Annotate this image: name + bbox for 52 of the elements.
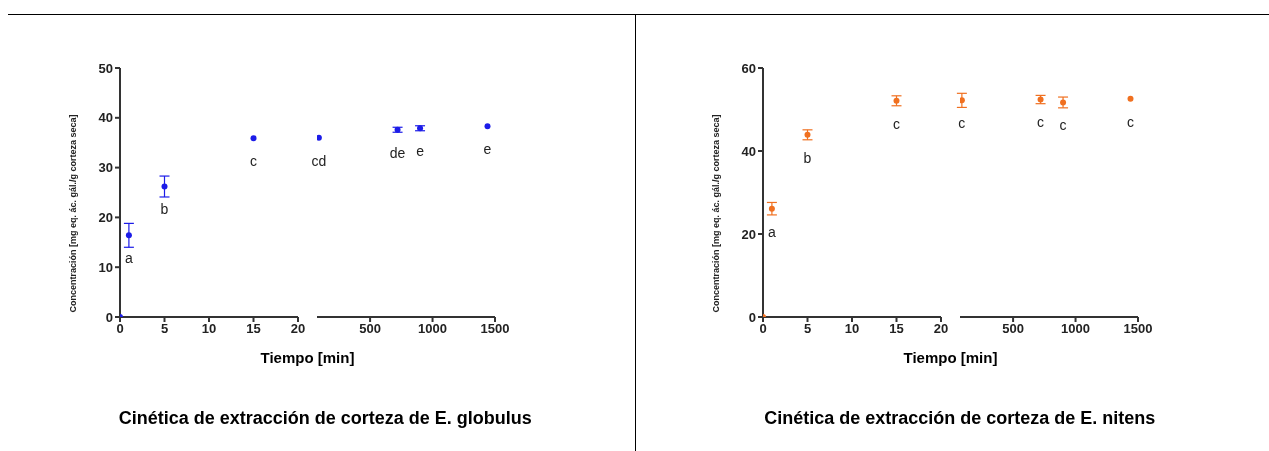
y-tick-label: 40 bbox=[98, 110, 113, 126]
y-tick-label: 0 bbox=[105, 309, 113, 325]
annotation: c bbox=[893, 115, 900, 132]
y-tick-label: 20 bbox=[98, 210, 113, 226]
annotation: c bbox=[250, 153, 257, 170]
y-tick-label: 60 bbox=[741, 60, 756, 76]
text: Cinética de extracción de corteza de E. nitens bbox=[763, 408, 1157, 429]
x-axis-title: Tiempo [min] bbox=[902, 349, 999, 366]
x-axis-title: Tiempo [min] bbox=[259, 349, 356, 366]
x-tick-label: 500 bbox=[1002, 321, 1024, 337]
x-tick-label: 0 bbox=[116, 321, 124, 337]
annotation: de bbox=[389, 144, 406, 161]
y-tick-label: 10 bbox=[98, 259, 113, 275]
annotation: e bbox=[416, 143, 425, 160]
x-tick-label: 1000 bbox=[1061, 321, 1090, 337]
x-tick-label: 15 bbox=[246, 321, 261, 337]
point bbox=[250, 135, 257, 142]
annotation: c bbox=[1127, 113, 1135, 130]
x-tick-label: 0 bbox=[759, 321, 767, 337]
x-tick-label: 20 bbox=[290, 321, 306, 337]
annotation: b bbox=[803, 149, 812, 166]
y-tick-label: 50 bbox=[98, 60, 113, 76]
annotation: a bbox=[768, 223, 776, 240]
y-axis-title: Concentración [mg eq. ác. gál./g corteza seca] bbox=[711, 114, 722, 313]
annotation: cd bbox=[311, 152, 327, 169]
y-axis-title: Concentración [mg eq. ác. gál./g corteza seca] bbox=[68, 114, 79, 313]
x-tick-label: 10 bbox=[201, 321, 217, 337]
annotation: b bbox=[160, 201, 169, 218]
annotation: e bbox=[483, 141, 492, 158]
y-tick-label: 0 bbox=[748, 309, 756, 325]
text: Cinética de extracción de corteza de E. globulus bbox=[117, 408, 533, 429]
annotation: a bbox=[125, 250, 133, 267]
x-tick-label: 5 bbox=[803, 321, 812, 337]
x-tick-label: 15 bbox=[889, 321, 904, 337]
annotation: c bbox=[1037, 114, 1045, 131]
point bbox=[125, 232, 132, 239]
x-tick-label: 1500 bbox=[480, 321, 510, 337]
point bbox=[317, 134, 322, 141]
x-tick-label: 1500 bbox=[1123, 321, 1153, 337]
point bbox=[768, 205, 775, 212]
y-tick-label: 20 bbox=[741, 226, 756, 242]
point bbox=[161, 183, 168, 190]
y-tick-label: 40 bbox=[741, 143, 756, 159]
x-tick-label: 500 bbox=[359, 321, 381, 337]
annotation: c bbox=[1059, 117, 1067, 134]
point bbox=[484, 123, 491, 130]
x-tick-label: 5 bbox=[160, 321, 169, 337]
y-tick-label: 30 bbox=[98, 160, 113, 176]
annotation: c bbox=[958, 115, 966, 132]
x-tick-label: 1000 bbox=[418, 321, 447, 337]
x-tick-label: 20 bbox=[933, 321, 949, 337]
x-tick-label: 10 bbox=[844, 321, 860, 337]
